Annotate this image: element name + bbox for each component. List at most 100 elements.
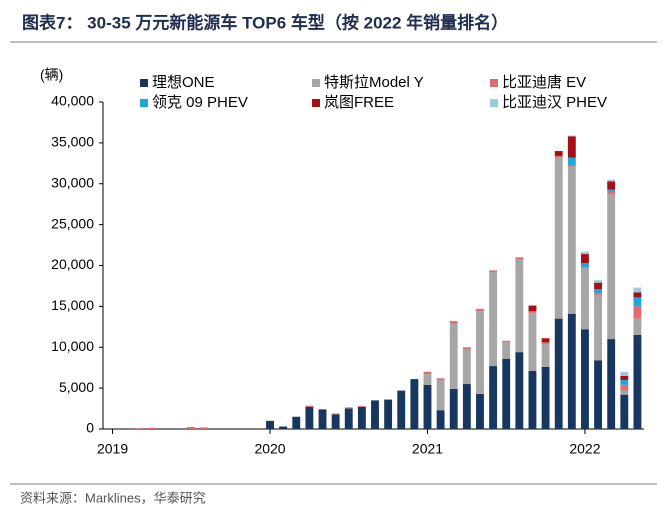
y-tick-label: 10,000 (51, 338, 94, 354)
bar-segment (436, 379, 445, 411)
bar-segment (384, 399, 393, 429)
bar-segment (541, 338, 550, 343)
bar-segment (528, 311, 537, 313)
x-tick-label: 2020 (254, 441, 285, 457)
bar-segment (397, 390, 406, 429)
bar-segment (423, 371, 432, 375)
bar-segment (567, 313, 576, 429)
bar-segment (305, 405, 314, 407)
legend-swatch (140, 99, 148, 107)
bar-segment (489, 270, 498, 273)
bar-segment (620, 390, 629, 395)
bar-segment (620, 384, 629, 391)
y-tick-label: 40,000 (51, 93, 94, 109)
bar-segment (594, 294, 603, 361)
bar-segment (581, 251, 589, 255)
bar-segment (633, 287, 642, 293)
bar-segment (436, 378, 445, 380)
bar-segment (515, 258, 524, 353)
bar-segment (423, 384, 432, 429)
bar-segment (594, 289, 603, 294)
bar-segment (581, 263, 589, 268)
bar-segment (462, 349, 471, 385)
bar-segment (344, 408, 353, 429)
legend-label: 比亚迪汉 PHEV (502, 94, 607, 111)
y-tick-label: 0 (86, 420, 94, 436)
legend-swatch (312, 79, 320, 87)
bar-segment (449, 388, 458, 429)
bar-segment (633, 334, 642, 429)
legend-label: 领克 09 PHEV (152, 94, 248, 111)
bar-segment (134, 428, 143, 429)
bar-segment (620, 371, 629, 376)
bar-segment (554, 318, 563, 429)
bar-segment (581, 254, 589, 264)
bar-segment (515, 257, 524, 259)
bar-segment (633, 306, 642, 319)
bar-segment (541, 366, 550, 429)
bar-segment (462, 384, 471, 429)
bar-segment (410, 379, 419, 429)
bar-segment (620, 394, 629, 429)
bar-segment (502, 342, 511, 359)
source: 资料来源：Marklines，华泰研究 (20, 490, 206, 505)
bar-segment (147, 427, 156, 429)
bar-segment (305, 406, 314, 429)
bar-segment (187, 426, 196, 429)
bar-segment (581, 267, 589, 330)
bar-segment (581, 329, 589, 429)
bar-segment (528, 370, 537, 429)
bar-segment (541, 343, 550, 367)
bar-segment (331, 414, 340, 429)
bar-segment (607, 194, 616, 340)
bar-segment (567, 136, 576, 158)
bar-segment (554, 157, 563, 319)
y-tick-label: 5,000 (59, 379, 94, 395)
bar-segment (489, 272, 498, 367)
bar-segment (594, 293, 603, 295)
bar-segment (607, 339, 616, 429)
bar-segment (502, 358, 511, 429)
bar-segment (594, 282, 603, 290)
bar-segment (607, 189, 616, 192)
bar-segment (541, 342, 550, 344)
bar-segment (423, 374, 432, 385)
bar-segment (449, 323, 458, 389)
legend-label: 比亚迪唐 EV (502, 74, 586, 91)
y-tick-label: 30,000 (51, 174, 94, 190)
bar-segment (633, 318, 642, 335)
bar-segment (594, 360, 603, 429)
y-tick-label: 15,000 (51, 297, 94, 313)
bar-segment (528, 312, 537, 371)
bar-segment (449, 321, 458, 324)
legend-swatch (140, 79, 148, 87)
bar-segment (620, 375, 629, 380)
bar-segment (567, 157, 576, 165)
bar-segment (528, 305, 537, 312)
bar-segment (633, 292, 642, 298)
legend-label: 特斯拉Model Y (324, 74, 424, 91)
bar-segment (357, 406, 366, 429)
bar-segment (318, 409, 327, 429)
bar-segment (567, 164, 576, 167)
bar-segment (554, 151, 563, 156)
bar-segment (200, 427, 209, 429)
x-tick-label: 2019 (97, 441, 128, 457)
bar-segment (567, 135, 576, 137)
bar-segment (436, 410, 445, 429)
bar-segment (489, 366, 498, 429)
legend-label: 理想ONE (152, 74, 215, 91)
bar-segment (476, 311, 484, 394)
legend-swatch (490, 99, 498, 107)
bar-segment (515, 352, 524, 429)
bar-segment (331, 413, 340, 415)
bar-segment (554, 155, 563, 158)
bar-segment (344, 407, 353, 409)
bar-segment (476, 393, 484, 429)
bar-segment (607, 181, 616, 190)
x-tick-label: 2022 (569, 441, 600, 457)
bar-segment (292, 416, 301, 429)
bar-segment (620, 379, 629, 385)
bar-segment (279, 426, 288, 429)
